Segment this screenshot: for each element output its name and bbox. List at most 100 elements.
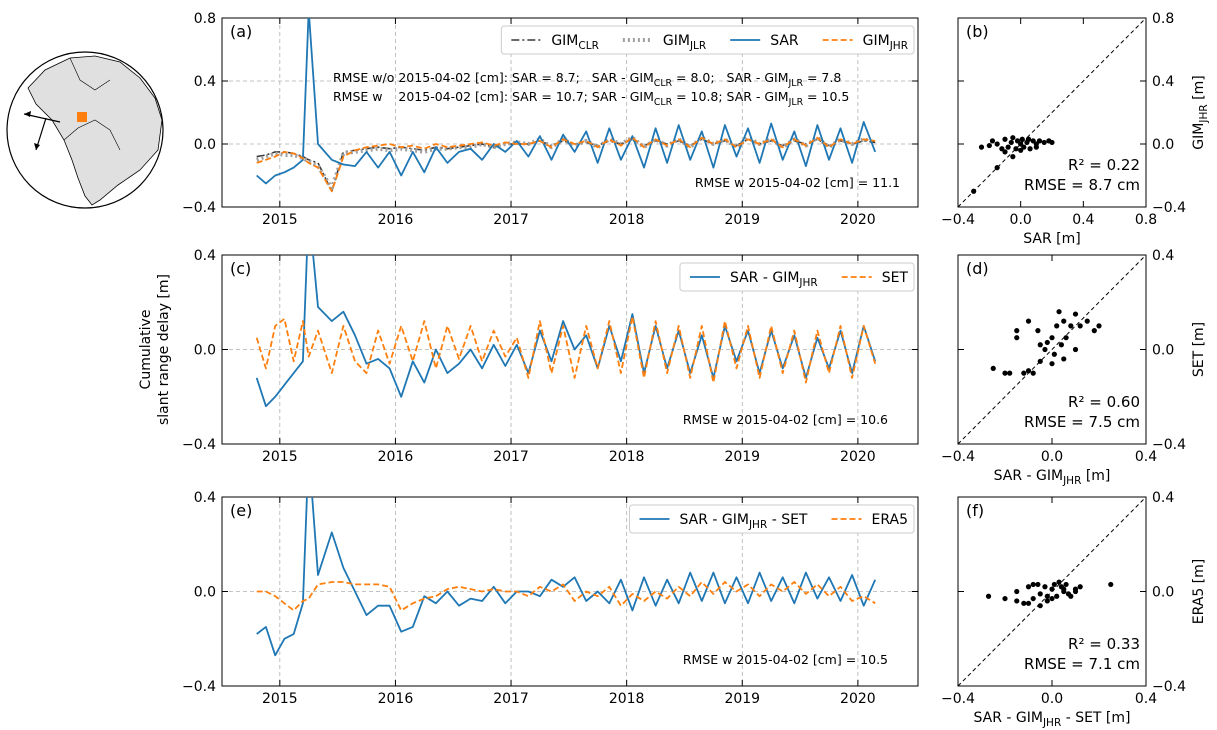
legend-frame — [500, 25, 915, 55]
panel-label: (f) — [966, 501, 984, 520]
scatter-point — [1049, 586, 1055, 592]
scatter-point — [1030, 595, 1036, 602]
plot-frame — [221, 254, 919, 445]
y-tick-label: −0.4 — [182, 200, 216, 216]
scatter-point — [1058, 342, 1064, 348]
annotation: R² = 0.22 — [1068, 156, 1140, 174]
scatter-point — [1072, 311, 1079, 317]
scatter-point — [1008, 139, 1014, 146]
x-tick-label: 0.0 — [1041, 449, 1063, 465]
x-tick-label: 0.0 — [1041, 691, 1063, 707]
scatter-point — [1108, 581, 1114, 588]
x-tick-label: −0.4 — [941, 691, 975, 707]
annotation: RMSE = 7.5 cm — [1024, 413, 1140, 431]
scatter-point — [1014, 588, 1020, 595]
x-tick-label: 2017 — [493, 212, 529, 228]
scatter-point — [989, 138, 996, 144]
x-tick-label: −0.4 — [941, 449, 975, 465]
annotation: R² = 0.60 — [1068, 393, 1140, 411]
annotation: RMSE w 2015-04-02 [cm] = 10.5 — [683, 652, 888, 667]
scatter-point — [1096, 323, 1102, 329]
annotation: R² = 0.33 — [1068, 635, 1140, 653]
scatter-point — [1014, 328, 1020, 334]
annotation: RMSE = 7.1 cm — [1024, 655, 1140, 673]
x-tick-label: 2016 — [378, 212, 414, 228]
scatter-point — [1044, 593, 1050, 599]
y-tick-label: 0.4 — [194, 74, 216, 90]
scatter-point — [971, 188, 977, 194]
legend: SAR - GIMJHR SET — [679, 262, 915, 292]
y-axis-label: ERA5 [m] — [1191, 559, 1207, 625]
scatter-point — [1021, 370, 1027, 376]
scatter-point — [1021, 144, 1027, 150]
scatter-point — [1061, 318, 1067, 324]
legend-label: SAR — [770, 33, 799, 49]
scatter-point — [1013, 146, 1019, 152]
series-line — [255, 255, 877, 408]
scatter-point — [1002, 595, 1008, 602]
scatter-point — [1002, 149, 1008, 155]
legend-label: GIMJHR — [863, 33, 908, 52]
scatter-point — [1014, 138, 1021, 144]
scatter-point — [1054, 593, 1060, 599]
y-tick-label: −0.4 — [182, 437, 216, 453]
y-tick-label: −0.4 — [1152, 437, 1186, 453]
plot-frame — [957, 254, 1147, 445]
scatter-point — [1049, 595, 1055, 602]
scatter-point — [1044, 339, 1050, 346]
scatter-point — [1021, 600, 1027, 606]
x-tick-label: 0.4 — [1135, 449, 1157, 465]
legend-label: SAR - GIMJHR — [730, 270, 818, 289]
scatter-point — [1054, 323, 1060, 329]
scatter-point — [1068, 323, 1074, 329]
scatter-point — [1056, 309, 1062, 315]
y-axis-label: SET [m] — [1191, 322, 1207, 377]
y-tick-label: −0.4 — [182, 679, 216, 695]
scatter-point — [1037, 358, 1043, 364]
scatter-point — [1037, 603, 1043, 609]
scatter-point — [1049, 335, 1055, 341]
one-to-one-line — [957, 17, 1147, 208]
scatter-point — [1025, 600, 1032, 606]
legend-label: GIMCLR — [551, 33, 599, 52]
x-tick-label: 2016 — [378, 691, 414, 707]
series-line — [256, 135, 876, 191]
scatter-point — [986, 142, 992, 149]
panel-label: (b) — [966, 22, 989, 41]
x-tick-label: 2018 — [609, 691, 645, 707]
x-axis-label: SAR - GIMJHR [m] — [994, 468, 1111, 487]
legend-label: SAR - GIMJHR - SET — [679, 512, 807, 531]
scatter-point — [990, 365, 996, 371]
x-tick-label: 2020 — [840, 691, 876, 707]
scatter-point — [1091, 328, 1097, 334]
series-line — [256, 497, 877, 657]
annotation: RMSE w 2015-04-02 [cm]: SAR = 10.7; SAR … — [333, 89, 849, 108]
y-tick-label: 0.4 — [1152, 490, 1174, 506]
y-tick-label: 0.0 — [194, 585, 216, 601]
scatter-point — [1030, 138, 1036, 144]
scatter-point — [1010, 135, 1016, 141]
plot-frame — [957, 496, 1147, 687]
scatter-point — [1035, 328, 1041, 334]
legend-frame — [679, 262, 915, 292]
scatter-point — [1037, 342, 1043, 348]
scatter-point — [1002, 370, 1008, 376]
scatter-point — [1036, 138, 1043, 144]
plot-frame — [221, 496, 919, 687]
x-tick-label: 2019 — [724, 691, 760, 707]
y-axis-label: GIMJHR [m] — [1191, 75, 1210, 149]
scatter-point — [1077, 323, 1083, 329]
scatter-point — [994, 141, 1000, 147]
annotation: RMSE = 8.7 cm — [1024, 176, 1140, 194]
panel-label: (c) — [230, 259, 251, 278]
scatter-point — [1051, 581, 1057, 588]
x-axis-label: SAR - GIMJHR - SET [m] — [973, 710, 1130, 729]
scatter-point — [1063, 335, 1069, 341]
legend-frame — [628, 504, 915, 534]
y-tick-label: 0.8 — [1152, 11, 1174, 27]
y-tick-label: 0.0 — [1152, 137, 1174, 153]
series-line — [255, 315, 877, 384]
y-tick-label: 0.8 — [194, 11, 216, 27]
location-map — [6, 51, 164, 209]
y-tick-label: −0.4 — [1152, 679, 1186, 695]
